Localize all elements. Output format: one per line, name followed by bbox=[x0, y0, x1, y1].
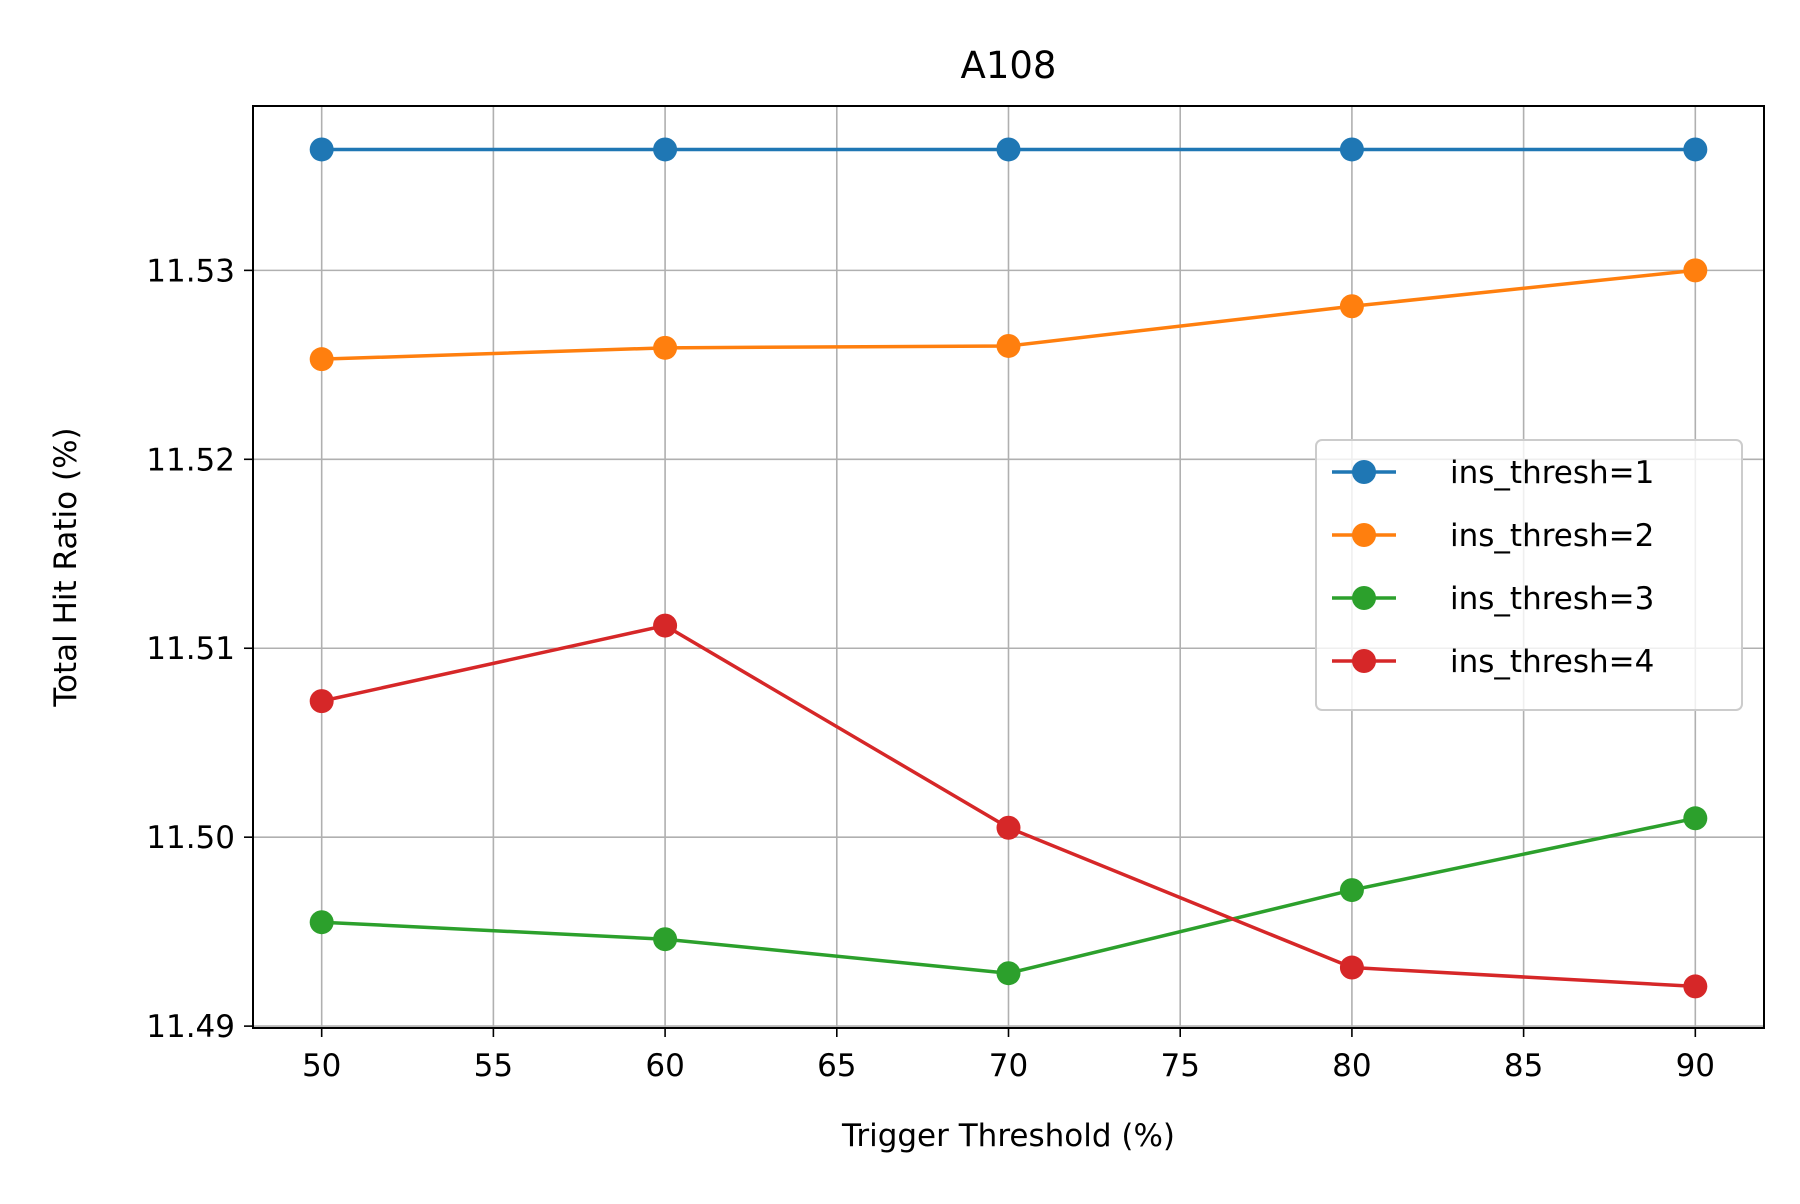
data-point bbox=[1683, 137, 1708, 162]
data-point bbox=[653, 927, 678, 952]
data-point bbox=[996, 961, 1021, 986]
data-point bbox=[309, 347, 334, 372]
legend-item: ins_thresh=4 bbox=[1332, 644, 1654, 680]
legend-box bbox=[1315, 439, 1743, 711]
series-4 bbox=[309, 613, 1708, 999]
x-tick-label: 85 bbox=[1504, 1048, 1543, 1084]
x-tick-label: 70 bbox=[989, 1048, 1028, 1084]
chart-title: A108 bbox=[961, 44, 1057, 87]
data-point bbox=[653, 137, 678, 162]
data-point bbox=[1339, 137, 1364, 162]
x-tick-label: 80 bbox=[1332, 1048, 1371, 1084]
x-tick-label: 65 bbox=[817, 1048, 856, 1084]
legend: ins_thresh=1 ins_thresh=2 ins_thresh=3 ins_… bbox=[1315, 439, 1743, 711]
data-point bbox=[653, 335, 678, 360]
legend-label: ins_thresh=3 bbox=[1450, 581, 1654, 617]
data-point bbox=[1683, 806, 1708, 831]
x-axis-label: Trigger Threshold (%) bbox=[841, 1118, 1175, 1154]
series-layer bbox=[309, 137, 1708, 999]
data-point bbox=[1339, 955, 1364, 980]
y-tick-label: 11.51 bbox=[146, 631, 235, 667]
y-tick-label: 11.49 bbox=[146, 1009, 235, 1045]
data-point bbox=[653, 613, 678, 638]
data-point bbox=[1683, 258, 1708, 283]
x-tick-label: 60 bbox=[645, 1048, 684, 1084]
data-point bbox=[309, 137, 334, 162]
data-point bbox=[996, 137, 1021, 162]
data-point bbox=[1683, 974, 1708, 999]
x-tick-label: 50 bbox=[302, 1048, 341, 1084]
x-tick-label: 90 bbox=[1676, 1048, 1715, 1084]
y-axis-label: Total Hit Ratio (%) bbox=[48, 427, 84, 707]
legend-label: ins_thresh=2 bbox=[1450, 518, 1654, 554]
data-point bbox=[996, 815, 1021, 840]
y-tick-label: 11.53 bbox=[146, 253, 235, 289]
legend-label: ins_thresh=1 bbox=[1450, 455, 1654, 491]
x-tick-label: 55 bbox=[474, 1048, 513, 1084]
legend-item: ins_thresh=1 bbox=[1332, 455, 1654, 491]
series-2 bbox=[309, 258, 1708, 372]
data-point bbox=[309, 910, 334, 935]
legend-marker bbox=[1352, 523, 1376, 547]
data-point bbox=[1339, 294, 1364, 319]
data-point bbox=[996, 333, 1021, 358]
data-point bbox=[1339, 878, 1364, 903]
data-point bbox=[309, 689, 334, 714]
legend-marker bbox=[1352, 649, 1376, 673]
legend-item: ins_thresh=3 bbox=[1332, 581, 1654, 617]
y-tick-label: 11.50 bbox=[146, 820, 235, 856]
x-tick-label: 75 bbox=[1160, 1048, 1199, 1084]
legend-marker bbox=[1352, 586, 1376, 610]
tick-layer: 50 55 60 65 70 75 80 85 90 11.49 11.50 11.51 11.52 11… bbox=[146, 253, 1715, 1084]
legend-item: ins_thresh=2 bbox=[1332, 518, 1654, 554]
legend-marker bbox=[1352, 460, 1376, 484]
legend-label: ins_thresh=4 bbox=[1450, 644, 1654, 680]
series-3 bbox=[309, 806, 1708, 986]
y-tick-label: 11.52 bbox=[146, 442, 235, 478]
series-1 bbox=[309, 137, 1708, 162]
